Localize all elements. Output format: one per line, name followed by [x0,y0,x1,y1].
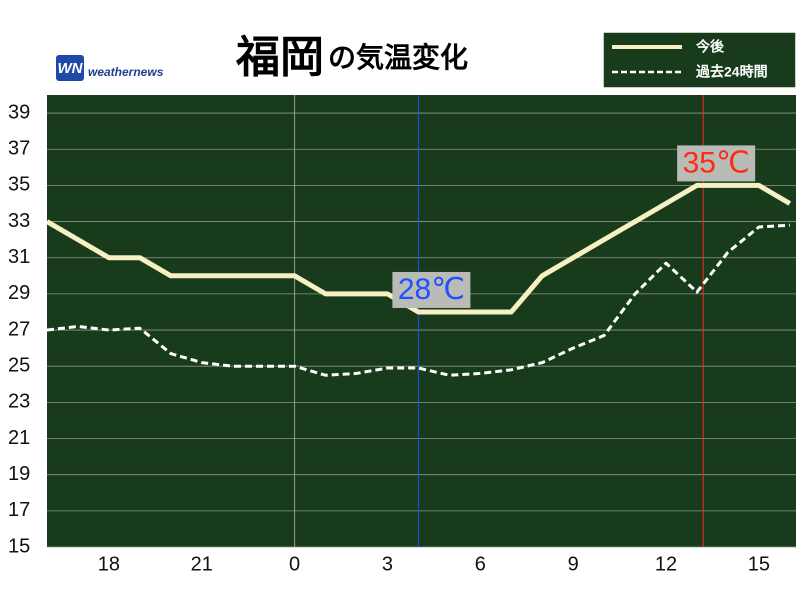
y-tick-label: 27 [8,318,30,340]
y-tick-label: 37 [8,138,30,160]
plot [47,95,792,547]
y-tick-label: 17 [8,499,30,521]
y-tick-label: 25 [8,354,30,376]
x-tick-label: 6 [475,553,486,575]
x-tick-label: 18 [98,553,120,575]
y-tick-label: 21 [8,427,30,449]
y-tick-label: 23 [8,391,30,413]
y-tick-label: 19 [8,463,30,485]
x-tick-label: 21 [191,553,213,575]
y-tick-label: 33 [8,210,30,232]
y-tick-label: 35 [8,174,30,196]
axes: 15 17 19 21 23 25 27 29 31 33 35 37 39 18 21 0 3 6 9 12 15 [8,101,770,575]
annotation-label: 35℃ [683,146,750,179]
annotation-label: 28℃ [398,273,465,306]
chart-title: 福岡 の気温変化 [235,33,468,82]
title-sub: の気温変化 [328,41,468,73]
series-line [47,182,792,315]
annotation-bg [392,271,471,308]
y-tick-label: 15 [8,535,30,557]
legend [602,31,797,89]
title-main: 福岡 [235,33,324,82]
x-tick-label: 12 [655,553,677,575]
legend-label: 今後 [695,39,725,55]
x-tick-label: 0 [289,553,300,575]
logo-mark: WN [58,60,84,77]
grid [47,95,796,548]
legend-label: 過去24時間 [695,64,768,80]
y-tick-label: 29 [8,282,30,304]
y-tick-label: 31 [8,246,30,268]
x-tick-label: 15 [748,553,770,575]
logo-text: weathernews [88,65,164,79]
y-tick-label: 39 [8,101,30,123]
plot-area [47,95,796,547]
logo-icon [56,55,84,81]
x-tick-label: 3 [382,553,393,575]
x-tick-label: 9 [568,553,579,575]
series-line [47,223,790,377]
annotation-bg [677,145,756,182]
